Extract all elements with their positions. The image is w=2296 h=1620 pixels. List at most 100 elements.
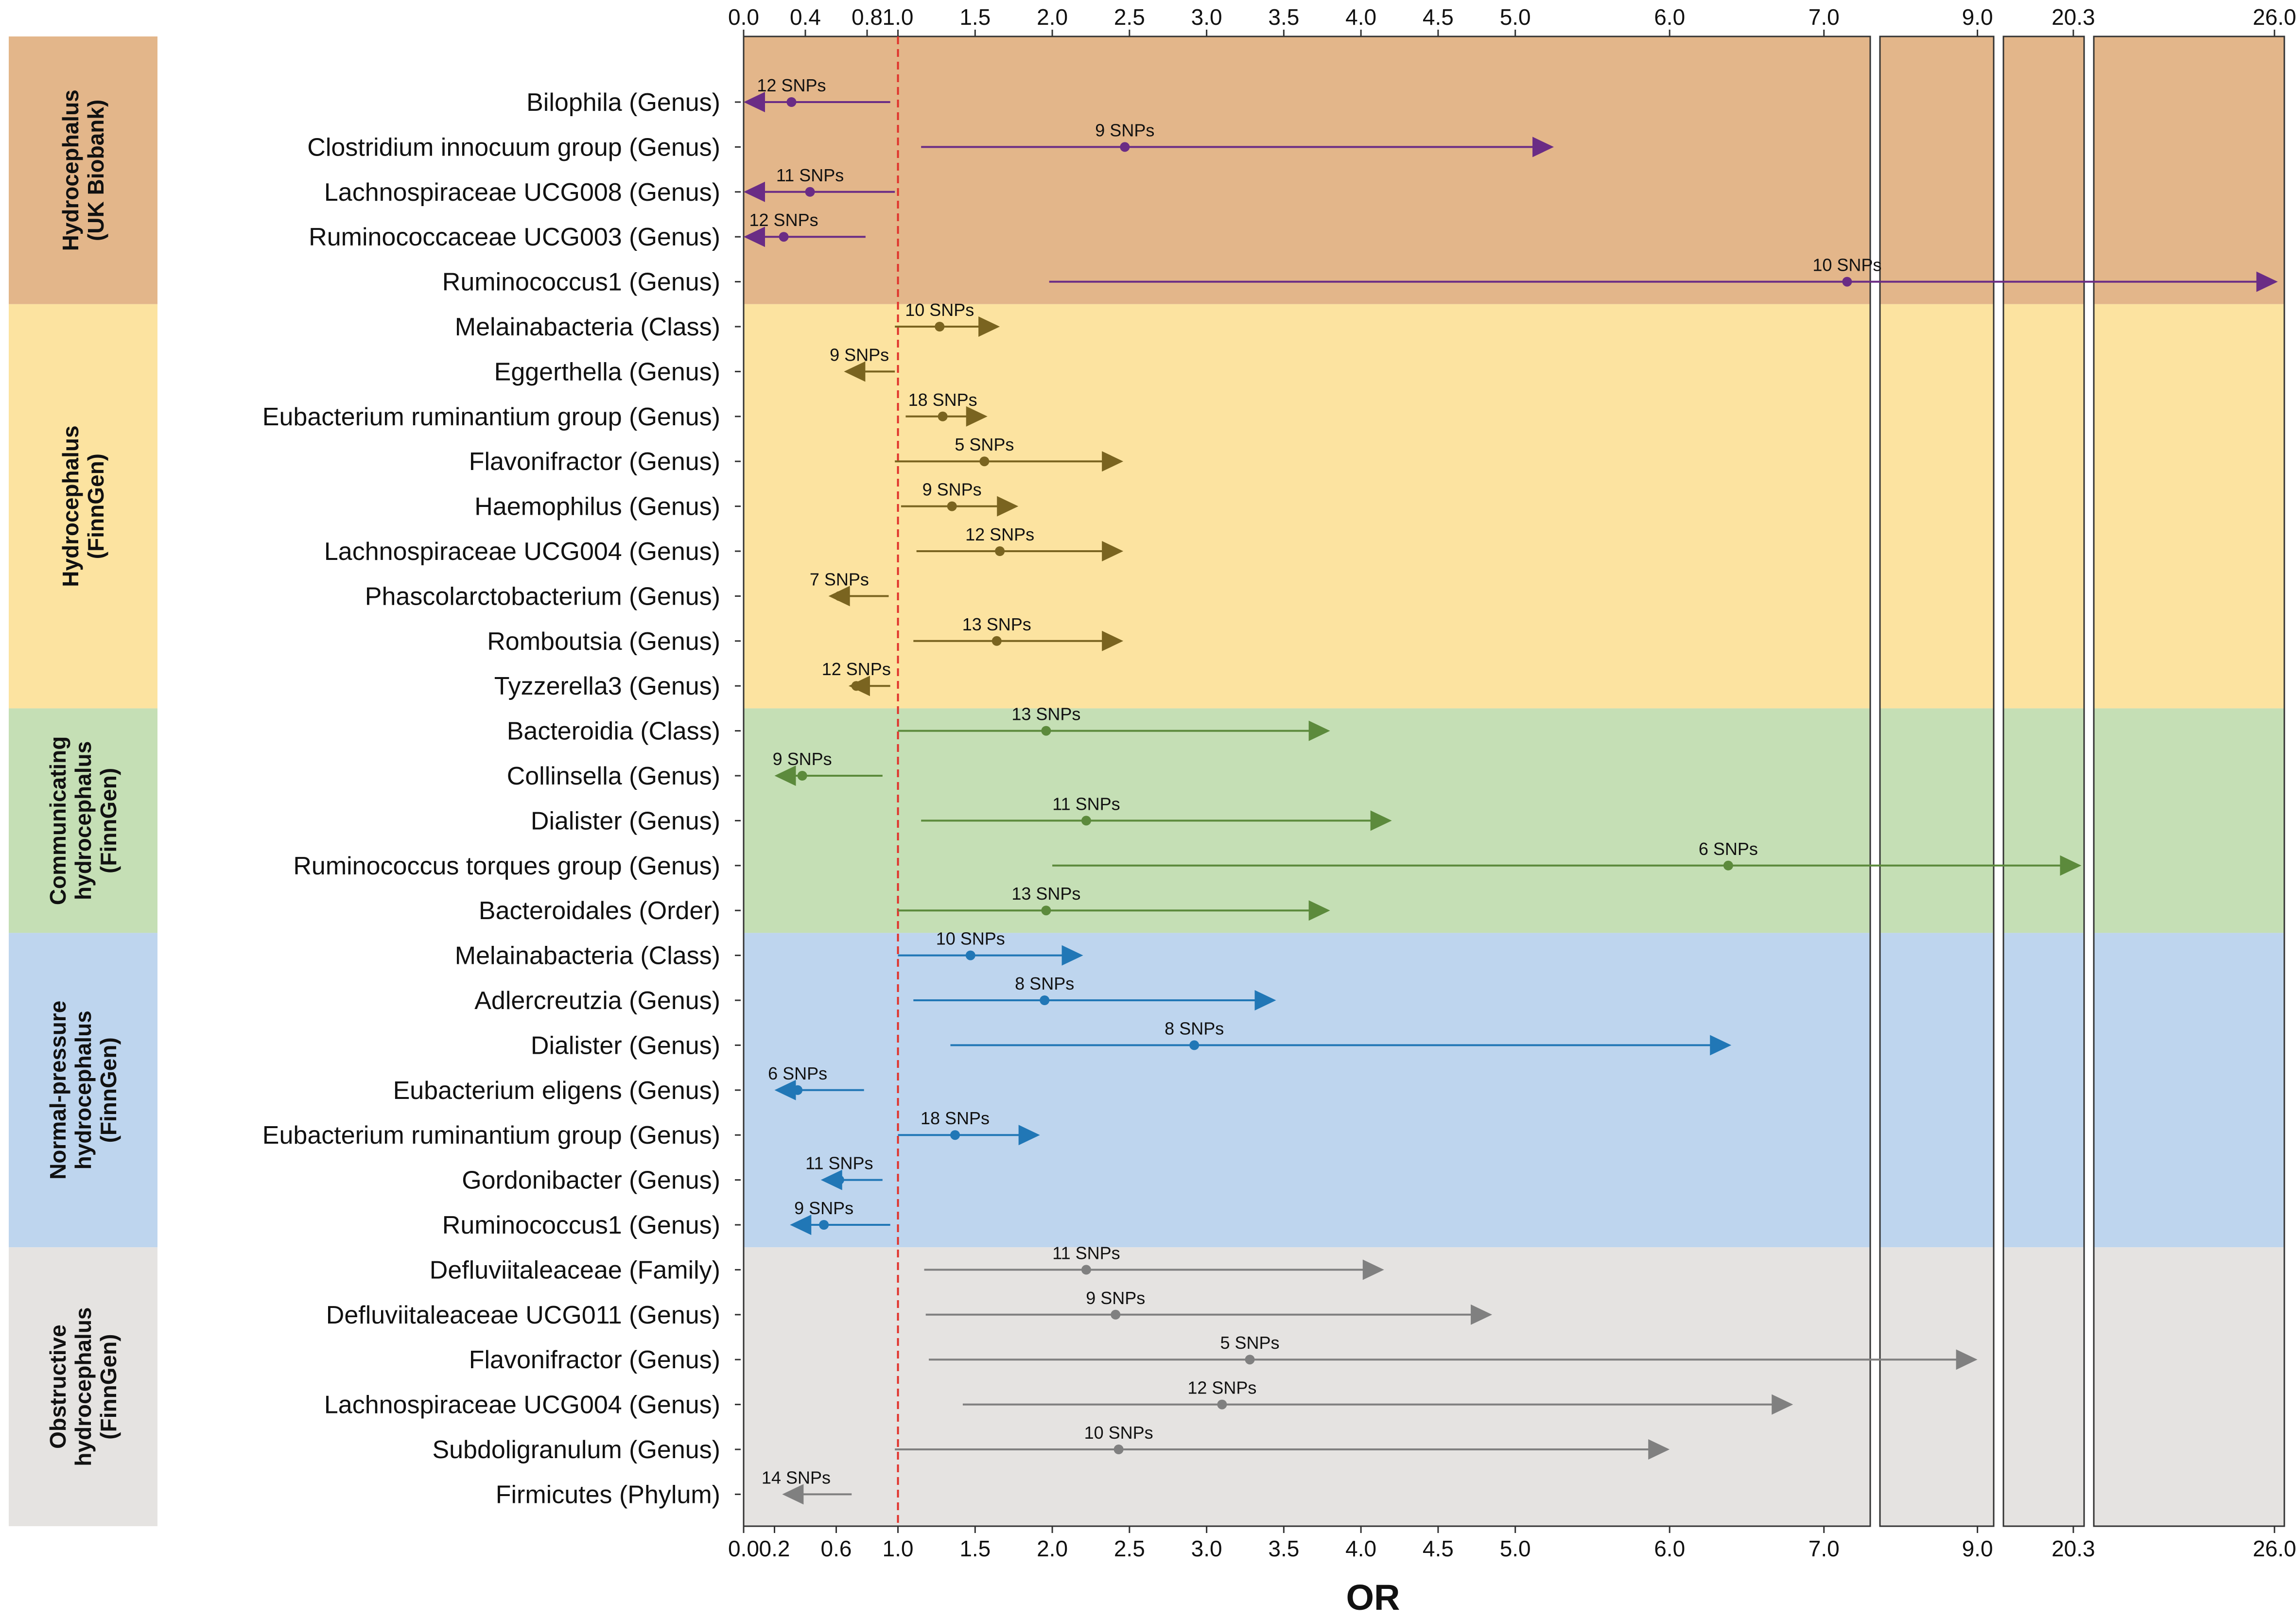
ci-arrow-right: [1362, 1259, 1384, 1280]
row-label: Subdoligranulum (Genus): [432, 1436, 720, 1464]
point-estimate: [834, 1175, 844, 1185]
band-bg: [2003, 1247, 2084, 1526]
snp-count-label: 8 SNPs: [1015, 974, 1074, 993]
bottom-tick-label: 6.0: [1654, 1536, 1685, 1561]
row-label: Collinsella (Genus): [507, 762, 720, 790]
point-estimate: [854, 366, 865, 377]
row-label: Ruminococcus1 (Genus): [442, 268, 720, 296]
bottom-tick-label: 2.5: [1114, 1536, 1145, 1561]
point-estimate: [793, 1085, 803, 1095]
group-label-box: [9, 36, 157, 304]
row-label: Eubacterium eligens (Genus): [393, 1077, 720, 1105]
ci-arrow-right: [997, 496, 1019, 517]
axis-segment-frame: [2002, 35, 2085, 1527]
row-label: Ruminococcus torques group (Genus): [293, 852, 720, 880]
ci-arrow-right: [1710, 1035, 1732, 1056]
band-bg: [2094, 933, 2284, 1248]
point-estimate: [834, 591, 844, 601]
snp-count-label: 11 SNPs: [1052, 1243, 1120, 1263]
band-bg: [744, 36, 1870, 304]
snp-count-label: 9 SNPs: [1095, 120, 1154, 140]
ci-arrow-right: [1102, 541, 1124, 561]
row-label: Tyzzerella3 (Genus): [494, 672, 720, 700]
top-tick-label: 1.0: [883, 4, 914, 30]
point-estimate: [1189, 1040, 1200, 1050]
point-estimate: [1113, 1445, 1124, 1454]
row-label: Phascolarctobacterium (Genus): [365, 582, 720, 610]
point-estimate: [805, 187, 815, 197]
point-estimate: [1081, 816, 1091, 826]
band-bg: [2003, 933, 2084, 1248]
point-estimate: [1041, 906, 1051, 916]
top-tick-label: 2.5: [1114, 4, 1145, 30]
top-tick-label: 0.4: [790, 4, 821, 30]
bottom-tick-label: 9.0: [1962, 1536, 1993, 1561]
point-estimate: [1217, 1399, 1227, 1410]
top-tick-label: 7.0: [1809, 4, 1840, 30]
top-tick-label: 26.0: [2253, 4, 2296, 30]
top-tick-label: 6.0: [1654, 4, 1685, 30]
band-bg: [2094, 708, 2284, 933]
snp-count-label: 5 SNPs: [1220, 1333, 1279, 1353]
point-estimate: [797, 771, 807, 781]
band-bg: [744, 933, 1870, 1248]
bottom-tick-label: 5.0: [1500, 1536, 1531, 1561]
bottom-tick-label: 1.5: [959, 1536, 991, 1561]
band-bg: [1880, 708, 1994, 933]
snp-count-label: 11 SNPs: [776, 165, 844, 185]
ci-arrow-right: [1061, 945, 1083, 966]
axis-segment-frame: [743, 35, 1871, 1527]
bottom-tick-label: 20.3: [2052, 1536, 2095, 1561]
band-bg: [2003, 36, 2084, 304]
group-label-box: [9, 1247, 157, 1526]
row-label: Lachnospiraceae UCG004 (Genus): [324, 1391, 720, 1419]
snp-count-label: 10 SNPs: [1084, 1423, 1153, 1443]
row-label: Melainabacteria (Class): [455, 313, 720, 341]
top-tick-label: 3.0: [1191, 4, 1222, 30]
ci-arrow-right: [1018, 1125, 1040, 1146]
snp-count-label: 14 SNPs: [762, 1467, 831, 1487]
point-estimate: [1041, 726, 1051, 736]
rows-layer: Bilophila (Genus) 12 SNPs Clostridium inno…: [262, 75, 2278, 1509]
snp-count-label: 13 SNPs: [1011, 704, 1080, 724]
snp-count-label: 18 SNPs: [921, 1108, 990, 1128]
band-bg: [2003, 304, 2084, 709]
bottom-tick-label: 1.0: [883, 1536, 914, 1561]
ci-arrow-left: [774, 1080, 796, 1100]
ci-arrow-left: [744, 181, 765, 202]
point-estimate: [965, 950, 975, 960]
snp-count-label: 12 SNPs: [1187, 1378, 1256, 1398]
ci-arrow-right: [1308, 900, 1330, 921]
point-estimate: [1723, 860, 1733, 871]
top-tick-label: 0.8: [852, 4, 883, 30]
top-tick-label: 2.0: [1037, 4, 1068, 30]
snp-count-label: 9 SNPs: [773, 749, 832, 769]
point-estimate: [1245, 1355, 1255, 1365]
axis-segment-frame: [2093, 35, 2285, 1527]
bottom-tick-label: 3.5: [1268, 1536, 1299, 1561]
snp-count-label: 9 SNPs: [830, 345, 889, 365]
bottom-tick-label: 2.0: [1037, 1536, 1068, 1561]
row-label: Clostridium innocuum group (Genus): [307, 133, 720, 161]
bottom-tick-label: 4.0: [1345, 1536, 1376, 1561]
group-label: Hydrocephalus(FinnGen): [58, 425, 108, 587]
snp-count-label: 7 SNPs: [810, 569, 869, 589]
axes-layer: 0.0 0.4 0.8 1.0 1.5 2.0 2.5 3.0 3.5 4.0 4.5 5.0 6.0 7…: [728, 4, 2296, 1561]
ci-arrow-right: [1648, 1439, 1670, 1460]
row-label: Eubacterium ruminantium group (Genus): [262, 1121, 720, 1150]
grid-layer: [743, 35, 2285, 1527]
row-label: Dialister (Genus): [531, 1031, 720, 1060]
group-label: Communicatinghydrocephalus(FinnGen): [45, 736, 121, 906]
axis-segment-frame: [1879, 35, 1995, 1527]
snp-count-label: 6 SNPs: [768, 1063, 827, 1083]
bottom-tick-label: 0.2: [759, 1536, 790, 1561]
ci-arrow-right: [1102, 630, 1124, 651]
snp-count-label: 5 SNPs: [955, 435, 1014, 454]
bottom-tick-label: 4.5: [1423, 1536, 1454, 1561]
point-estimate: [1081, 1265, 1091, 1275]
point-estimate: [935, 322, 945, 331]
row-label: Defluviitaleaceae (Family): [430, 1256, 720, 1284]
point-estimate: [950, 1130, 960, 1140]
row-label: Ruminococcus1 (Genus): [442, 1211, 720, 1239]
